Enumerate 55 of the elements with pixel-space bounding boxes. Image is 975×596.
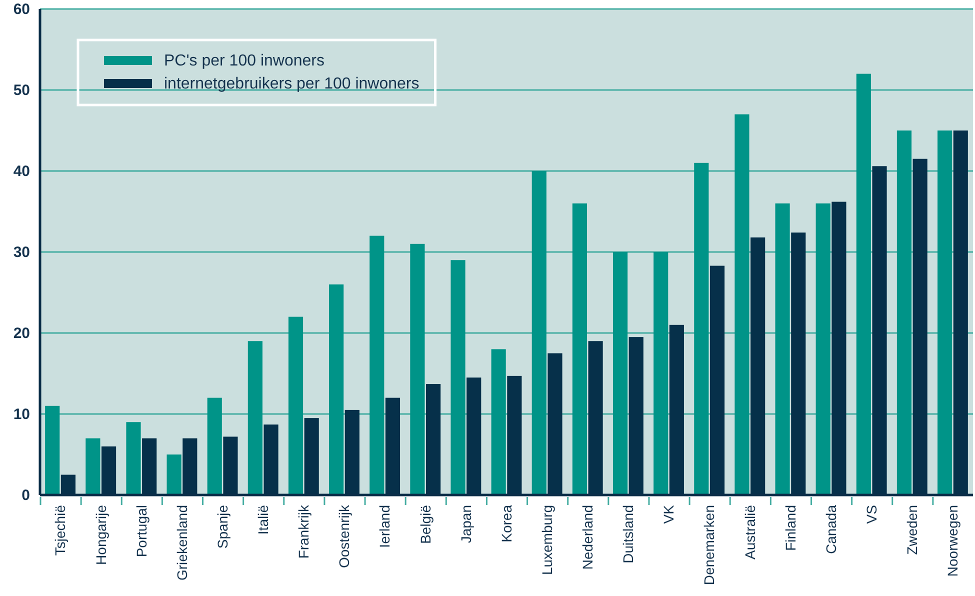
x-tick-label: Australië — [742, 504, 758, 560]
bar — [694, 162, 709, 495]
bar — [856, 74, 871, 495]
bar — [450, 260, 466, 495]
y-tick-label: 0 — [22, 486, 30, 504]
x-tick-label: Canada — [822, 504, 839, 554]
bar — [410, 244, 425, 495]
bar — [370, 236, 384, 495]
bar — [532, 171, 546, 495]
bar — [734, 114, 750, 495]
x-tick-label: Korea — [498, 504, 514, 542]
x-tick-label: Portugal — [133, 505, 150, 558]
x-tick-label: Nederland — [580, 505, 596, 570]
bar — [938, 130, 952, 495]
x-tick-label: Oostenrijk — [336, 504, 352, 568]
x-tick-label: Griekenland — [174, 505, 190, 580]
y-tick-label: 30 — [13, 244, 30, 261]
x-tick-label: Italië — [255, 504, 272, 535]
bar — [329, 284, 344, 495]
x-tick-label: Finland — [782, 505, 798, 551]
x-tick-label: Luxemburg — [538, 505, 555, 576]
y-tick-label: 50 — [13, 82, 30, 99]
bar — [896, 130, 912, 495]
x-tick-label: VK — [660, 504, 677, 524]
bar — [86, 438, 100, 495]
bar — [248, 341, 262, 495]
y-tick-label: 20 — [13, 324, 30, 342]
y-tick-label: 60 — [13, 0, 30, 18]
y-tick-label: 10 — [13, 406, 30, 423]
x-tick-label: Noorwegen — [944, 505, 961, 577]
legend-label: PC's per 100 inwoners — [164, 52, 324, 70]
bar — [654, 252, 668, 495]
x-tick-label: België — [417, 504, 434, 544]
bar — [491, 349, 506, 495]
y-tick-label: 40 — [13, 162, 30, 180]
x-tick-label: Hongarije — [92, 504, 109, 565]
x-tick-label: Ierland — [376, 505, 393, 548]
bar — [45, 406, 60, 495]
bar — [207, 398, 222, 495]
x-tick-label: Spanje — [214, 504, 230, 549]
bar — [816, 203, 830, 495]
x-tick-label: Duitsland — [620, 505, 636, 564]
x-tick-label: Japan — [458, 505, 474, 544]
legend-label: internetgebruikers per 100 inwoners — [164, 76, 420, 93]
bar — [612, 252, 628, 495]
x-tick-label: Frankrijk — [296, 504, 312, 559]
bar — [166, 454, 182, 495]
x-tick-label: Tsjechië — [52, 504, 68, 556]
bar — [126, 422, 141, 495]
x-tick-label: Zweden — [904, 505, 920, 555]
x-tick-label: VS — [863, 505, 880, 524]
bar — [775, 203, 790, 495]
bar — [288, 316, 304, 495]
bar — [572, 203, 587, 495]
x-tick-label: Denemarken — [701, 505, 718, 586]
